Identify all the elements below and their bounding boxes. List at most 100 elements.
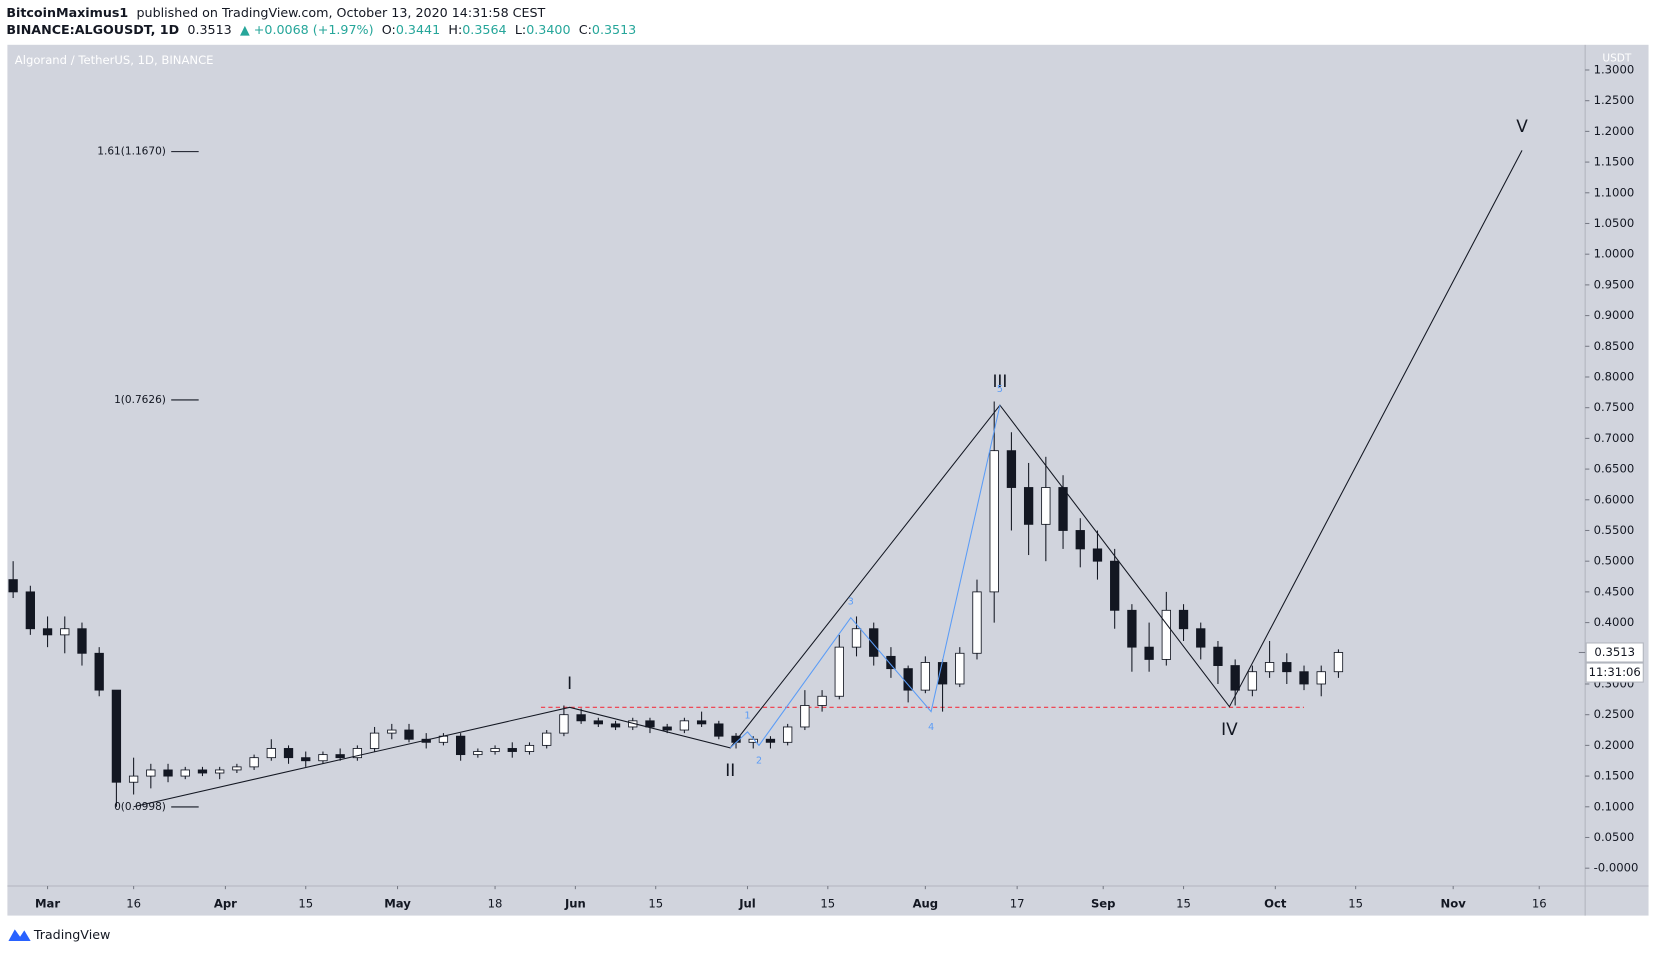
candle-body [77, 628, 87, 654]
candle-body [1299, 671, 1309, 685]
y-tick-label: 0.7000 [1594, 431, 1635, 445]
candle-body [542, 732, 552, 746]
fib-label: 1(0.7626) [114, 394, 166, 406]
countdown: 11:31:06 [1589, 665, 1641, 679]
wave-label: II [725, 760, 735, 780]
x-tick-label: 15 [1348, 896, 1363, 910]
candle-body [903, 668, 913, 691]
ohlc-value: 0.3564 [462, 22, 506, 37]
candle-body [1058, 487, 1068, 531]
x-tick-label: Oct [1264, 896, 1287, 910]
candle-body [851, 628, 862, 648]
candle-body [783, 726, 793, 743]
y-tick-label: 1.1000 [1594, 185, 1635, 199]
candle-body [1023, 487, 1034, 525]
ohlc-value: 0.3441 [396, 22, 440, 37]
brand-name: TradingView [33, 927, 111, 942]
candle-body [1144, 646, 1154, 660]
candle-body [163, 769, 173, 777]
candle-body [146, 769, 156, 777]
candle-body [800, 705, 810, 728]
ohlc-value: 0.3513 [592, 22, 636, 37]
x-tick-label: 15 [820, 896, 835, 910]
x-tick-label: Nov [1441, 896, 1467, 910]
candle-body [1092, 548, 1103, 562]
candle-body [765, 738, 776, 743]
x-tick-label: Apr [214, 896, 237, 910]
x-tick-label: 15 [298, 896, 313, 910]
y-tick-label: 0.1500 [1594, 769, 1635, 783]
candle-body [955, 652, 965, 685]
chart-area [7, 44, 1649, 916]
candle-body [215, 769, 225, 774]
subwave-label: 4 [928, 722, 934, 733]
candle-body [8, 579, 18, 593]
candle-body [989, 450, 999, 593]
y-tick-label: 0.8500 [1594, 339, 1635, 353]
subwave-label: 3 [848, 596, 854, 607]
candle-body [283, 748, 294, 759]
wave-label: IV [1221, 719, 1238, 739]
x-tick-label: Sep [1091, 896, 1116, 910]
candle-body [1230, 665, 1240, 691]
y-axis-label: USDT [1602, 53, 1632, 65]
candle-body [249, 757, 259, 768]
last-price-label: 0.3513 [1594, 645, 1635, 659]
candle-body [25, 591, 35, 630]
candle-body [42, 628, 53, 636]
ohlc-label: L: [515, 22, 526, 37]
y-tick-label: 0.1000 [1594, 799, 1635, 813]
y-tick-label: -0.0000 [1594, 861, 1639, 875]
candle-body [610, 723, 621, 728]
x-tick-label: Jul [738, 896, 756, 910]
candle-body [369, 732, 380, 749]
fib-label: 0(0.0998) [114, 801, 166, 813]
candle-body [1075, 530, 1085, 550]
wave-label: V [1516, 116, 1528, 136]
subwave-label: 1 [744, 711, 750, 722]
y-tick-label: 0.6500 [1594, 462, 1635, 476]
candle-body [679, 720, 690, 731]
candle-body [696, 720, 707, 725]
candle-body [1264, 662, 1275, 673]
candle-body [645, 720, 655, 728]
candle-body [1006, 450, 1017, 488]
candle-body [197, 769, 208, 774]
chart-title: Algorand / TetherUS, 1D, BINANCE [15, 53, 214, 67]
candle-body [60, 628, 70, 636]
candle-body [972, 591, 982, 654]
y-tick-label: 0.6000 [1594, 492, 1635, 506]
countdown-box [1585, 662, 1644, 683]
candle-body [180, 769, 190, 777]
change: ▲ +0.0068 (+1.97%) [240, 22, 374, 37]
candle-body [1127, 609, 1137, 648]
candle-body [1247, 671, 1258, 691]
y-tick-label: 0.5000 [1594, 554, 1635, 568]
y-tick-label: 0.4000 [1594, 615, 1635, 629]
candle-body [834, 646, 844, 697]
x-tick-label: 16 [126, 896, 141, 910]
candle-body [473, 751, 483, 756]
y-tick-label: 0.2500 [1594, 707, 1635, 721]
candle-body [94, 652, 104, 691]
candle-body [490, 748, 500, 752]
candle-body [232, 766, 242, 771]
candle-body [335, 754, 345, 759]
subwave-line [729, 405, 1001, 749]
x-tick-label: 16 [1532, 896, 1547, 910]
y-tick-label: 1.0500 [1594, 216, 1635, 230]
y-tick-label: 0.5500 [1594, 523, 1635, 537]
brand: TradingView [8, 927, 110, 942]
y-tick-label: 1.0000 [1594, 247, 1635, 261]
published: published on TradingView.com, October 13… [137, 5, 546, 20]
brand-logo [8, 929, 31, 941]
candle-body [1196, 628, 1206, 648]
author: BitcoinMaximus1 [6, 5, 128, 20]
candle-body [1110, 560, 1120, 611]
x-tick-label: 15 [1176, 896, 1191, 910]
y-tick-label: 0.8000 [1594, 369, 1635, 383]
candle-body [387, 729, 397, 734]
candle-body [662, 726, 672, 731]
